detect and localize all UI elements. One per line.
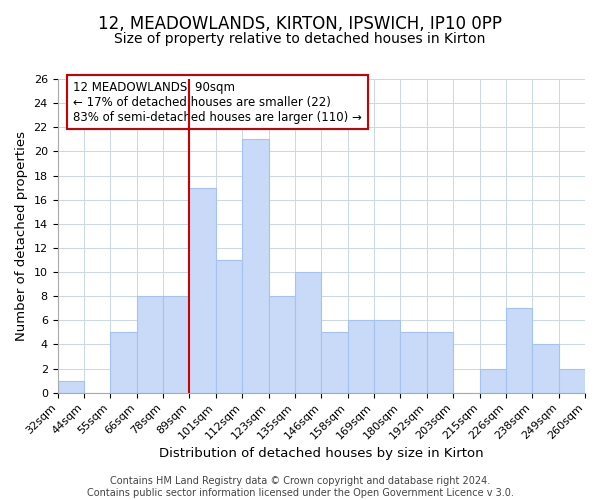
Bar <box>321 332 347 392</box>
Bar <box>216 260 242 392</box>
Bar <box>190 188 216 392</box>
Bar <box>559 368 585 392</box>
Bar <box>269 296 295 392</box>
Bar <box>400 332 427 392</box>
Bar <box>479 368 506 392</box>
Bar <box>506 308 532 392</box>
Bar <box>295 272 321 392</box>
Bar <box>532 344 559 393</box>
Bar <box>58 380 84 392</box>
X-axis label: Distribution of detached houses by size in Kirton: Distribution of detached houses by size … <box>159 447 484 460</box>
Text: Size of property relative to detached houses in Kirton: Size of property relative to detached ho… <box>115 32 485 46</box>
Y-axis label: Number of detached properties: Number of detached properties <box>15 131 28 341</box>
Bar <box>163 296 190 392</box>
Text: 12 MEADOWLANDS: 90sqm
← 17% of detached houses are smaller (22)
83% of semi-deta: 12 MEADOWLANDS: 90sqm ← 17% of detached … <box>73 80 362 124</box>
Bar <box>374 320 400 392</box>
Text: Contains HM Land Registry data © Crown copyright and database right 2024.
Contai: Contains HM Land Registry data © Crown c… <box>86 476 514 498</box>
Text: 12, MEADOWLANDS, KIRTON, IPSWICH, IP10 0PP: 12, MEADOWLANDS, KIRTON, IPSWICH, IP10 0… <box>98 15 502 33</box>
Bar <box>137 296 163 392</box>
Bar <box>110 332 137 392</box>
Bar <box>347 320 374 392</box>
Bar <box>427 332 453 392</box>
Bar <box>242 140 269 392</box>
